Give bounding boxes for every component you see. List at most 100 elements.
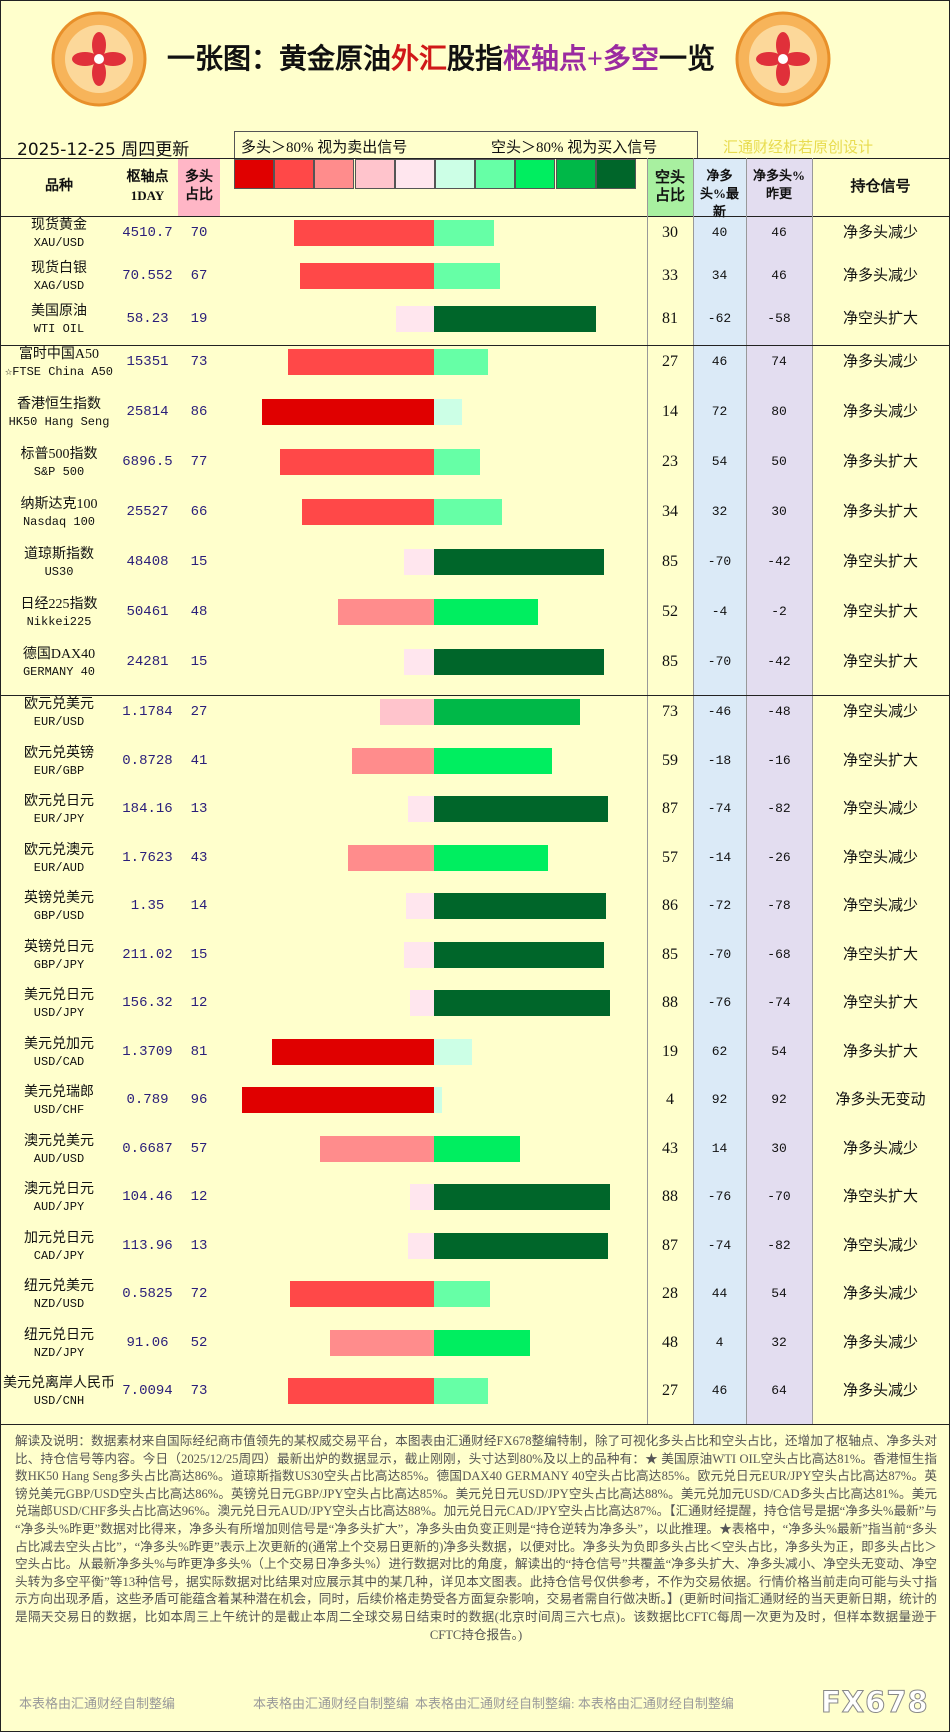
long-bar [288, 349, 434, 375]
row-name: 纳斯达克100 [20, 497, 98, 512]
rule [1, 158, 949, 159]
short-bar [434, 941, 604, 968]
row-code: GERMANY 40 [22, 665, 95, 679]
signal: 净空头扩大 [842, 554, 918, 570]
row-name: 澳元兑日元 [24, 1182, 94, 1197]
watermark: 本表格由汇通财经自制整编 [253, 1696, 410, 1711]
long-bar [302, 499, 434, 525]
row-name: 纽元兑日元 [24, 1327, 94, 1343]
short-value: 73 [662, 703, 678, 720]
long-bar [380, 699, 434, 725]
short-bar [434, 499, 502, 525]
credit: 汇通财经析若原创设计 [723, 140, 874, 156]
net-prev: 92 [771, 1092, 787, 1107]
pivot: 58.23 [126, 311, 169, 327]
signal: 净空头扩大 [842, 654, 918, 670]
pivot: 1.3709 [122, 1043, 173, 1060]
pivot: 24281 [126, 654, 169, 670]
short-value: 4 [666, 1091, 674, 1108]
watermarks: 本表格由汇通财经自制整编 本表格由汇通财经自制整编 本表格由汇通财经自制整编: 本表… [1, 1685, 949, 1729]
short-value: 87 [662, 800, 678, 817]
short-bar [434, 220, 494, 246]
row-name: 现货黄金 [31, 218, 87, 233]
short-value: 28 [662, 1285, 678, 1302]
watermark: 本表格由汇通财经自制整编: 本表格由汇通财经自制整编 [415, 1696, 734, 1711]
long-bar [300, 263, 434, 289]
row-name: 澳元兑美元 [24, 1133, 94, 1149]
short-value: 59 [662, 751, 678, 769]
legend-swatch [314, 159, 355, 189]
net-prev: 30 [771, 1140, 787, 1156]
net-new-column [693, 158, 746, 1424]
long-value: 19 [190, 311, 208, 327]
row-name: 美元兑瑞郎 [24, 1085, 94, 1100]
short-bar [434, 1184, 610, 1210]
pivot: 113.96 [122, 1237, 173, 1254]
long-value: 96 [190, 1092, 208, 1108]
long-bar [410, 990, 434, 1016]
short-bar [434, 1329, 530, 1356]
long-bar [404, 549, 434, 575]
net-prev: -48 [767, 704, 791, 719]
row-name: 美元兑离岸人民币 [3, 1376, 115, 1391]
short-value: 27 [662, 353, 678, 370]
long-bar [262, 399, 434, 425]
signal: 净多头减少 [842, 225, 918, 241]
long-value: 70 [190, 225, 208, 241]
net-prev: 74 [771, 354, 787, 369]
net-new: -74 [707, 801, 732, 816]
row-name: 英镑兑美元 [24, 891, 94, 906]
column-header: 多头占比 [185, 170, 213, 203]
long-value: 15 [190, 554, 208, 570]
signal: 净多头减少 [842, 1383, 918, 1399]
signal: 净空头减少 [842, 898, 918, 914]
pivot: 7.0094 [122, 1383, 173, 1399]
long-bar [338, 599, 434, 625]
long-bar [396, 306, 434, 332]
row-name: 欧元兑日元 [24, 794, 94, 809]
column-header: 品种 [45, 179, 73, 194]
net-prev: 32 [771, 1334, 787, 1350]
short-bar [434, 306, 596, 332]
legend-swatch [435, 159, 475, 189]
signal: 净多头扩大 [842, 454, 918, 470]
row-name: 欧元兑美元 [24, 697, 94, 712]
long-value: 12 [190, 1189, 208, 1205]
net-new: 44 [711, 1286, 728, 1301]
signal: 净多头减少 [842, 354, 918, 370]
long-bar [288, 1378, 434, 1404]
net-prev: -82 [767, 801, 791, 816]
signal: 净空头扩大 [842, 946, 918, 963]
long-value: 13 [190, 801, 208, 817]
signal: 净空头减少 [842, 801, 918, 817]
column-header: 1DAY [130, 188, 165, 203]
footer-text: 解读及说明：数据素材来自国际经纪商市值领先的某权威交易平台，本图表由汇通财经FX… [15, 1434, 937, 1642]
net-prev: 30 [771, 504, 787, 519]
short-bar [434, 1087, 442, 1113]
short-bar [434, 549, 604, 575]
short-value: 27 [662, 1382, 678, 1399]
row-code: XAG/USD [33, 279, 85, 293]
long-value: 43 [190, 849, 208, 866]
net-new: -46 [707, 704, 732, 719]
net-prev: -74 [767, 995, 791, 1010]
row-name: 美国原油 [31, 304, 87, 319]
long-bar [406, 893, 434, 919]
net-prev: -58 [767, 311, 791, 326]
pivot: 25814 [126, 404, 169, 420]
row-code: CAD/JPY [33, 1248, 85, 1263]
row-name: 标普500指数 [20, 447, 98, 462]
short-value: 34 [662, 503, 678, 520]
long-bar [408, 796, 434, 822]
signal: 净空头减少 [842, 704, 918, 720]
pivot: 1.1784 [122, 704, 173, 720]
net-prev: 46 [771, 268, 787, 283]
net-new: 54 [711, 454, 728, 469]
long-value: 73 [190, 1383, 208, 1399]
signal: 净空头扩大 [842, 1189, 918, 1205]
short-value: 48 [662, 1333, 678, 1351]
net-new: -76 [707, 995, 732, 1010]
row-code: EUR/GBP [33, 763, 85, 778]
net-new: 4 [715, 1334, 724, 1350]
row-code: EUR/AUD [33, 860, 85, 875]
